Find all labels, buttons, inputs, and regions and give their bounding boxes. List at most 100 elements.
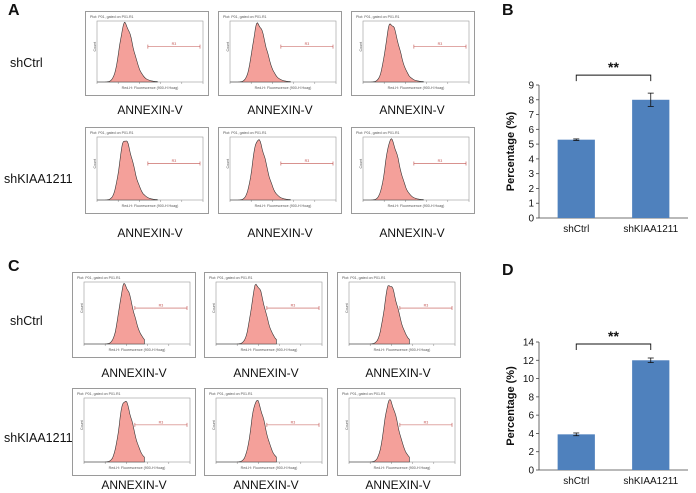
histogram-peak (84, 282, 145, 345)
y-tick-label: 12 (523, 356, 535, 367)
histogram-peak (97, 140, 158, 201)
histogram-xaxis-label: Red-H: Fluorescence (900-H Hoag) (255, 86, 312, 90)
histogram-annexin-label: ANNEXIN-V (379, 226, 445, 240)
svg-text:R3: R3 (159, 304, 164, 308)
gate-marker: R3 (399, 420, 453, 427)
histogram-ylabel: Count (80, 303, 84, 313)
bar-chart-b: 0 1 2 3 4 5 6 7 8 9 Percentage (%) shCtrl shKIAA1211… (505, 59, 688, 235)
gate-marker: R3 (280, 159, 334, 166)
flow-histogram-c-r2c2: Plot: P01, gated on P01.R1 Count Red-H: Fl… (204, 388, 328, 476)
flow-histogram-a-r2c1: Plot: P01, gated on P01.R1 Count Red-H: Fl… (85, 127, 209, 214)
y-tick-label: 8 (528, 95, 534, 106)
histogram-ylabel: Count (93, 159, 97, 169)
histogram-ylabel: Count (212, 420, 216, 430)
bar-chart-d: 0 2 4 6 8 10 12 14 Percentage (%) shCtrl shKIAA121… (505, 328, 688, 487)
y-tick-label: 2 (528, 447, 534, 458)
histogram-annexin-label: ANNEXIN-V (117, 103, 183, 117)
bar-shctrl (557, 139, 595, 218)
histogram-xaxis-label: Red-H: Fluorescence (900-H Hoag) (388, 86, 445, 90)
flow-histogram-a-r1c1: Plot: P01, gated on P01.R1 Count Red-H: Fl… (85, 11, 209, 96)
histogram-xaxis-label: Red-H: Fluorescence (900-H Hoag) (388, 204, 445, 208)
histogram-peak (216, 283, 277, 345)
y-tick-label: 0 (528, 214, 534, 225)
histogram-peak (216, 400, 277, 463)
y-tick-label: 9 (528, 81, 534, 92)
histogram-ylabel: Count (93, 42, 97, 52)
flow-histogram-c-r1c2: Plot: P01, gated on P01.R1 Count Red-H: Fl… (204, 272, 328, 358)
histogram-header: Plot: P01, gated on P01.R1 (223, 131, 267, 135)
flow-histogram-a-r2c2: Plot: P01, gated on P01.R1 Count Red-H: Fl… (218, 127, 342, 214)
histogram-header: Plot: P01, gated on P01.R1 (77, 276, 121, 280)
histogram-peak (230, 139, 291, 201)
x-tick-label: shCtrl (563, 476, 589, 487)
svg-text:R3: R3 (305, 159, 310, 163)
svg-text:R3: R3 (438, 159, 443, 163)
y-tick-label: 4 (528, 429, 534, 440)
flow-histogram-a-r2c3: Plot: P01, gated on P01.R1 Count Red-H: Fl… (351, 127, 475, 214)
histogram-ylabel: Count (345, 303, 349, 313)
histogram-xaxis-label: Red-H: Fluorescence (900-H Hoag) (122, 86, 179, 90)
svg-text:R3: R3 (424, 304, 429, 308)
y-tick-label: 5 (528, 140, 534, 151)
x-tick-label: shKIAA1211 (623, 224, 678, 235)
y-tick-label: 8 (528, 392, 534, 403)
histogram-peak (97, 21, 158, 83)
histogram-header: Plot: P01, gated on P01.R1 (342, 392, 386, 396)
row-label-c-shctrl: shCtrl (10, 314, 43, 328)
y-axis-title: Percentage (%) (505, 366, 517, 446)
significance-bracket (575, 343, 652, 350)
svg-text:R3: R3 (305, 42, 310, 46)
error-bar-shkiaa1211 (647, 357, 654, 363)
x-tick-label: shCtrl (563, 224, 589, 235)
gate-marker: R3 (413, 42, 467, 49)
histogram-xaxis-label: Red-H: Fluorescence (900-H Hoag) (241, 348, 298, 352)
histogram-xaxis-label: Red-H: Fluorescence (900-H Hoag) (122, 204, 179, 208)
histogram-xaxis-label: Red-H: Fluorescence (900-H Hoag) (109, 348, 166, 352)
y-tick-label: 6 (528, 125, 534, 136)
significance-label: ** (608, 59, 619, 75)
flow-histogram-a-r1c2: Plot: P01, gated on P01.R1 Count Red-H: Fl… (218, 11, 342, 96)
error-bar-shctrl (573, 138, 580, 141)
gate-marker: R3 (280, 42, 334, 49)
gate-marker: R3 (266, 420, 320, 427)
histogram-header: Plot: P01, gated on P01.R1 (356, 131, 400, 135)
svg-text:R3: R3 (159, 420, 164, 424)
y-axis-title: Percentage (%) (505, 111, 517, 191)
bar-shctrl (557, 434, 595, 470)
histogram-ylabel: Count (226, 42, 230, 52)
histogram-peak (230, 22, 291, 83)
histogram-peak (84, 400, 145, 463)
histogram-header: Plot: P01, gated on P01.R1 (356, 15, 400, 19)
y-tick-label: 3 (528, 169, 534, 180)
svg-text:R3: R3 (438, 42, 443, 46)
histogram-annexin-label: ANNEXIN-V (117, 226, 183, 240)
flow-histogram-c-r2c1: Plot: P01, gated on P01.R1 Count Red-H: Fl… (72, 388, 196, 476)
histogram-annexin-label: ANNEXIN-V (233, 366, 299, 380)
svg-text:R3: R3 (291, 304, 296, 308)
significance-bracket (575, 74, 652, 82)
histogram-xaxis-label: Red-H: Fluorescence (900-H Hoag) (255, 204, 312, 208)
flow-histogram-c-r1c3: Plot: P01, gated on P01.R1 Count Red-H: Fl… (337, 272, 461, 358)
histogram-ylabel: Count (359, 42, 363, 52)
histogram-annexin-label: ANNEXIN-V (101, 478, 167, 492)
panel-a-letter: A (8, 2, 20, 19)
histogram-peak (363, 138, 424, 201)
histogram-peak (363, 23, 424, 83)
y-tick-label: 0 (528, 466, 534, 477)
bar-shkiaa1211 (632, 99, 670, 218)
histogram-annexin-label: ANNEXIN-V (365, 366, 431, 380)
error-bar-shkiaa1211 (647, 92, 654, 107)
row-label-a-shctrl: shCtrl (10, 56, 43, 70)
histogram-ylabel: Count (212, 303, 216, 313)
histogram-ylabel: Count (80, 420, 84, 430)
panel-b-letter: B (502, 2, 514, 19)
histogram-header: Plot: P01, gated on P01.R1 (77, 392, 121, 396)
histogram-xaxis-label: Red-H: Fluorescence (900-H Hoag) (241, 466, 298, 470)
significance-label: ** (608, 328, 619, 344)
histogram-ylabel: Count (226, 159, 230, 169)
svg-text:R3: R3 (172, 159, 177, 163)
gate-marker: R3 (413, 159, 467, 166)
histogram-annexin-label: ANNEXIN-V (247, 226, 313, 240)
histogram-header: Plot: P01, gated on P01.R1 (209, 276, 253, 280)
histogram-annexin-label: ANNEXIN-V (379, 103, 445, 117)
